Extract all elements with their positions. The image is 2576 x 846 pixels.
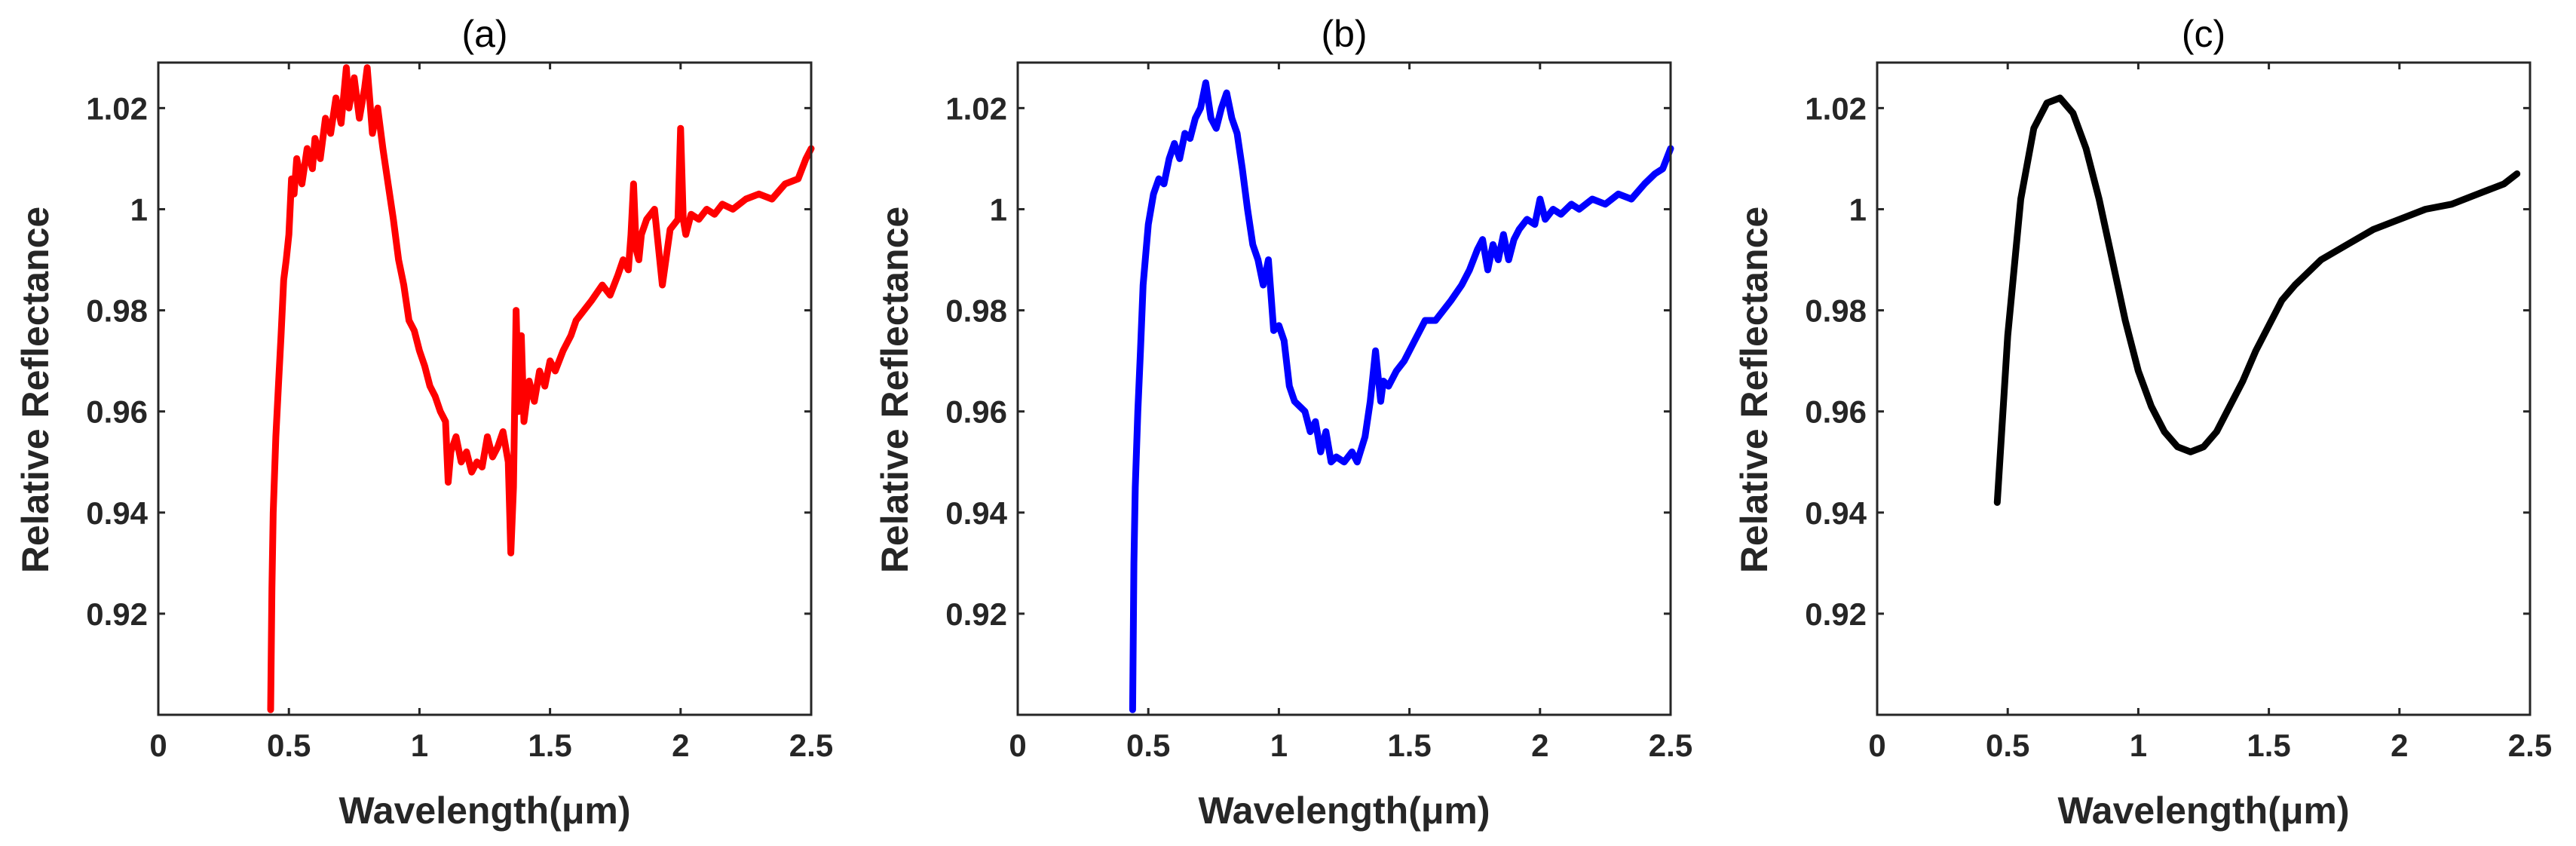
x-tick-label: 2.5: [1649, 728, 1692, 763]
y-axis-label: Relative Reflectance: [1733, 207, 1775, 573]
y-tick-label: 0.94: [945, 495, 1007, 531]
y-tick-label: 0.98: [945, 293, 1007, 329]
y-tick-label: 0.92: [86, 596, 148, 632]
panel-c: (c) Relative Reflectance Wavelength(μm) …: [1733, 13, 2552, 832]
plot-area-border: [1016, 61, 1672, 716]
y-tick-label: 0.92: [1805, 596, 1867, 632]
x-tick-label: 2.5: [789, 728, 833, 763]
axis-ticks: 0 0.5 1 1.5 2 2.5 0.92 0.94 0.96 0.98 1 1.02: [1805, 63, 2552, 763]
y-tick-label: 0.94: [86, 495, 148, 531]
y-axis-label: Relative Reflectance: [14, 207, 57, 573]
y-tick-label: 1: [130, 192, 148, 227]
x-axis-label: Wavelength(μm): [338, 789, 630, 832]
series-line: [267, 64, 815, 713]
axis-ticks: 0 0.5 1 1.5 2 2.5 0.92 0.94 0.96 0.98 1 1.02: [86, 63, 833, 763]
x-tick-label: 0: [149, 728, 167, 763]
plot-area-border: [1876, 61, 2532, 716]
panel-b: (b) Relative Reflectance Wavelength(μm) …: [874, 13, 1692, 832]
y-tick-label: 0.96: [945, 394, 1007, 430]
x-tick-label: 1: [2130, 728, 2147, 763]
x-tick-label: 1.5: [1387, 728, 1431, 763]
y-axis-label: Relative Reflectance: [874, 207, 916, 573]
x-tick-label: 0.5: [1986, 728, 2029, 763]
y-tick-label: 0.92: [945, 596, 1007, 632]
y-tick-label: 0.94: [1805, 495, 1867, 531]
x-axis-label: Wavelength(μm): [2057, 789, 2349, 832]
x-tick-label: 1: [1270, 728, 1288, 763]
y-tick-label: 0.96: [1805, 394, 1867, 430]
panel-title: (a): [461, 13, 507, 55]
y-tick-label: 0.98: [1805, 293, 1867, 329]
x-tick-label: 0.5: [1126, 728, 1170, 763]
y-tick-label: 1: [990, 192, 1007, 227]
x-axis-label: Wavelength(μm): [1198, 789, 1490, 832]
x-tick-label: 0: [1868, 728, 1885, 763]
axis-ticks: 0 0.5 1 1.5 2 2.5 0.92 0.94 0.96 0.98 1 1.02: [945, 63, 1692, 763]
y-tick-label: 1: [1849, 192, 1867, 227]
x-tick-label: 2.5: [2508, 728, 2552, 763]
y-tick-label: 1.02: [945, 90, 1007, 126]
x-tick-label: 2: [672, 728, 689, 763]
x-tick-label: 2: [2391, 728, 2408, 763]
y-tick-label: 0.98: [86, 293, 148, 329]
plot-area-border: [157, 61, 813, 716]
x-tick-label: 1: [411, 728, 428, 763]
y-tick-label: 1.02: [1805, 90, 1867, 126]
x-tick-label: 1.5: [2247, 728, 2290, 763]
x-tick-label: 0.5: [267, 728, 311, 763]
series-line: [1993, 94, 2521, 506]
y-tick-label: 0.96: [86, 394, 148, 430]
x-tick-label: 2: [1531, 728, 1548, 763]
panel-title: (b): [1321, 13, 1367, 55]
x-tick-label: 0: [1009, 728, 1026, 763]
x-tick-label: 1.5: [528, 728, 571, 763]
panel-title: (c): [2182, 13, 2225, 55]
panel-a: (a) Relative Reflectance Wavelength(μm) …: [14, 13, 833, 832]
series-line: [1129, 79, 1674, 713]
y-tick-label: 1.02: [86, 90, 148, 126]
